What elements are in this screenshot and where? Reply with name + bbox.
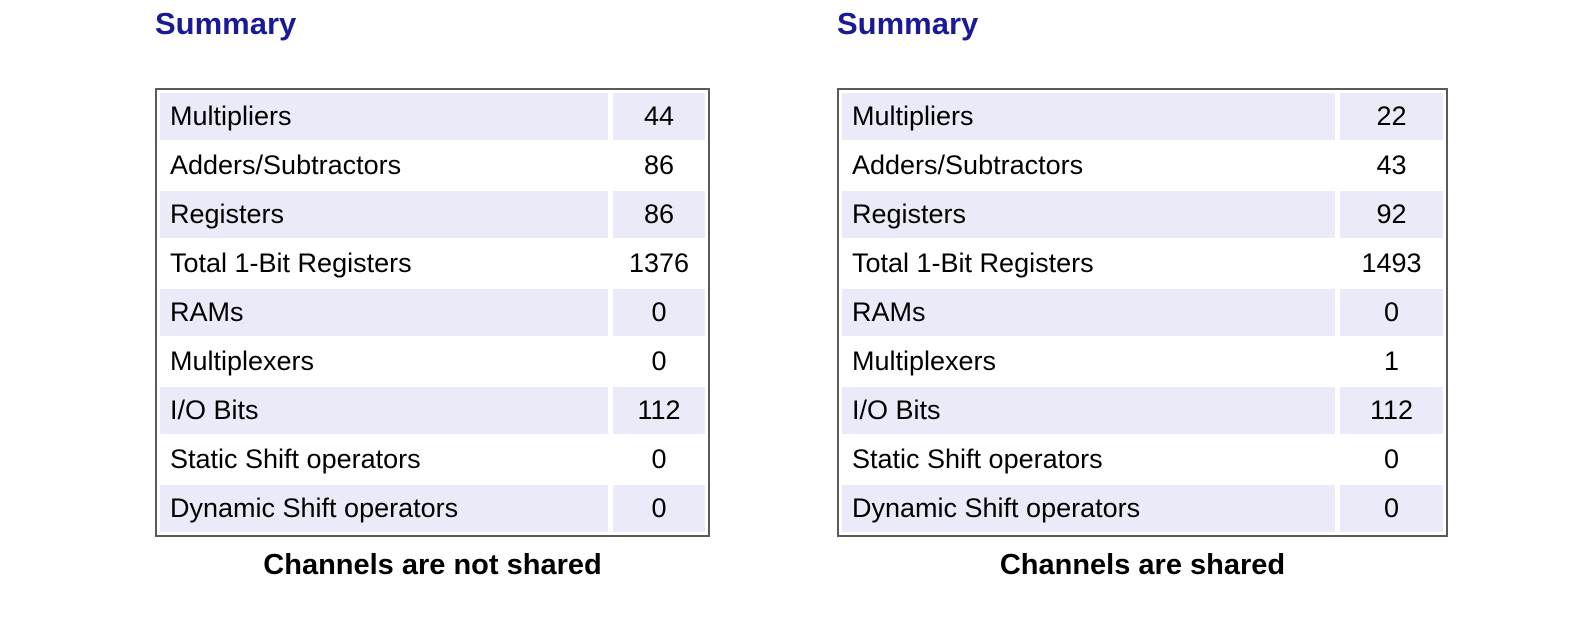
row-value: 44	[613, 93, 705, 140]
row-label: RAMs	[842, 289, 1335, 336]
table-row: Total 1-Bit Registers 1376	[160, 240, 705, 287]
table-row: RAMs 0	[160, 289, 705, 336]
table-row: Registers 92	[842, 191, 1443, 238]
row-label: Multiplexers	[852, 346, 997, 376]
table-row: I/O Bits 112	[842, 387, 1443, 434]
table-row: Static Shift operators 0	[160, 436, 705, 483]
row-label: Multipliers	[160, 93, 608, 140]
table-row: Dynamic Shift operators 0	[842, 485, 1443, 532]
table-row: Registers 86	[160, 191, 705, 238]
resource-summary-table: Multipliers 44 Adders/Subtractors 86 Reg…	[155, 88, 710, 537]
row-label: Multiplexers	[170, 346, 315, 376]
row-label: Static Shift operators	[170, 444, 421, 474]
row-label: I/O Bits	[160, 387, 608, 434]
row-value: 112	[613, 387, 705, 434]
row-label: Registers	[160, 191, 608, 238]
row-label: RAMs	[160, 289, 608, 336]
row-label: Static Shift operators	[852, 444, 1103, 474]
row-value: 92	[1340, 191, 1443, 238]
table-row: Multiplexers 1	[842, 338, 1443, 385]
table-caption: Channels are not shared	[263, 549, 602, 581]
row-label: Total 1-Bit Registers	[852, 248, 1094, 278]
row-value: 1493	[1361, 248, 1422, 278]
row-value: 43	[1376, 150, 1407, 180]
summary-title: Summary	[837, 6, 979, 41]
row-label: I/O Bits	[842, 387, 1335, 434]
row-label: Adders/Subtractors	[852, 150, 1084, 180]
table-row: Adders/Subtractors 43	[842, 142, 1443, 189]
row-label: Dynamic Shift operators	[160, 485, 608, 532]
row-value: 1	[1383, 346, 1400, 376]
row-label: Multipliers	[842, 93, 1335, 140]
row-label: Dynamic Shift operators	[842, 485, 1335, 532]
table-caption: Channels are shared	[999, 549, 1286, 581]
row-value: 0	[1340, 289, 1443, 336]
row-value: 22	[1340, 93, 1443, 140]
table-row: Adders/Subtractors 86	[160, 142, 705, 189]
row-label: Adders/Subtractors	[170, 150, 402, 180]
table-row: I/O Bits 112	[160, 387, 705, 434]
summary-panel-not-shared: Summary Multipliers 44 Adders/Subtractor…	[155, 0, 710, 618]
table-row: Multipliers 22	[842, 93, 1443, 140]
table-row: Dynamic Shift operators 0	[160, 485, 705, 532]
resource-summary-table: Multipliers 22 Adders/Subtractors 43 Reg…	[837, 88, 1448, 537]
row-value: 1376	[628, 248, 690, 278]
summary-title: Summary	[155, 6, 297, 41]
row-value: 0	[613, 485, 705, 532]
row-value: 0	[651, 346, 667, 376]
row-value: 86	[643, 150, 675, 180]
table-row: Multipliers 44	[160, 93, 705, 140]
table-row: Static Shift operators 0	[842, 436, 1443, 483]
row-value: 0	[1340, 485, 1443, 532]
table-row: Multiplexers 0	[160, 338, 705, 385]
row-value: 0	[1383, 444, 1400, 474]
summary-panel-shared: Summary Multipliers 22 Adders/Subtractor…	[837, 0, 1448, 618]
row-label: Registers	[842, 191, 1335, 238]
row-value: 112	[1340, 387, 1443, 434]
row-label: Total 1-Bit Registers	[170, 248, 412, 278]
table-row: Total 1-Bit Registers 1493	[842, 240, 1443, 287]
row-value: 0	[613, 289, 705, 336]
row-value: 0	[651, 444, 667, 474]
table-row: RAMs 0	[842, 289, 1443, 336]
row-value: 86	[613, 191, 705, 238]
